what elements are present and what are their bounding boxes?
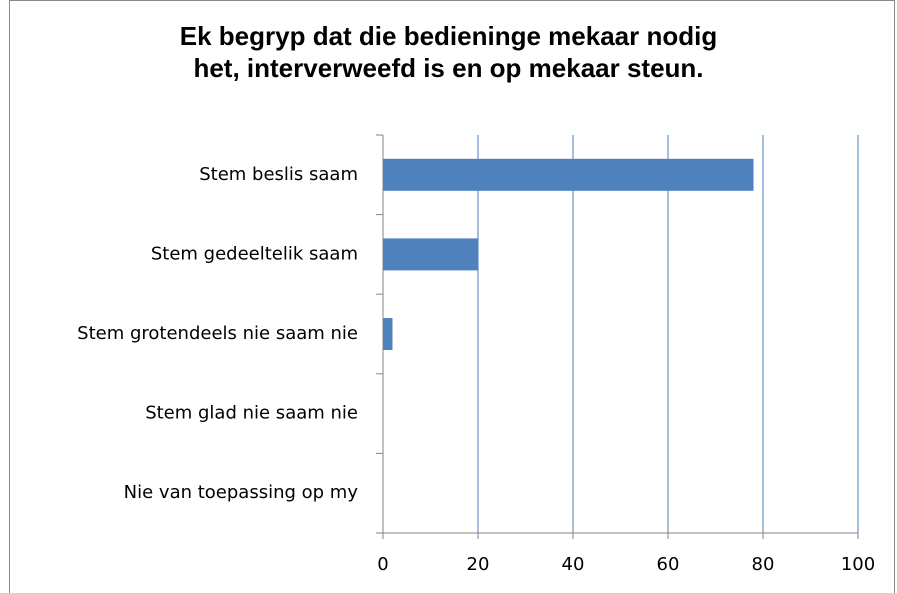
bar [383,318,393,350]
y-tick-label: Stem glad nie saam nie [145,403,358,424]
chart-border [9,0,895,593]
y-tick-label: Stem beslis saam [199,164,358,185]
y-tick-label: Stem grotendeels nie saam nie [77,323,358,344]
x-tick-label: 40 [562,554,585,575]
x-tick-label: 20 [467,554,490,575]
x-tick-label: 80 [752,554,775,575]
x-tick-label: 100 [841,554,875,575]
bar [383,238,478,271]
chart-title: Ek begryp dat die bedieninge mekaar nodi… [179,21,718,83]
x-tick-label: 60 [657,554,680,575]
y-tick-label: Nie van toepassing op my [124,482,359,503]
bar [383,158,754,191]
y-tick-label: Stem gedeeltelik saam [151,243,358,264]
x-tick-label: 0 [377,554,388,575]
